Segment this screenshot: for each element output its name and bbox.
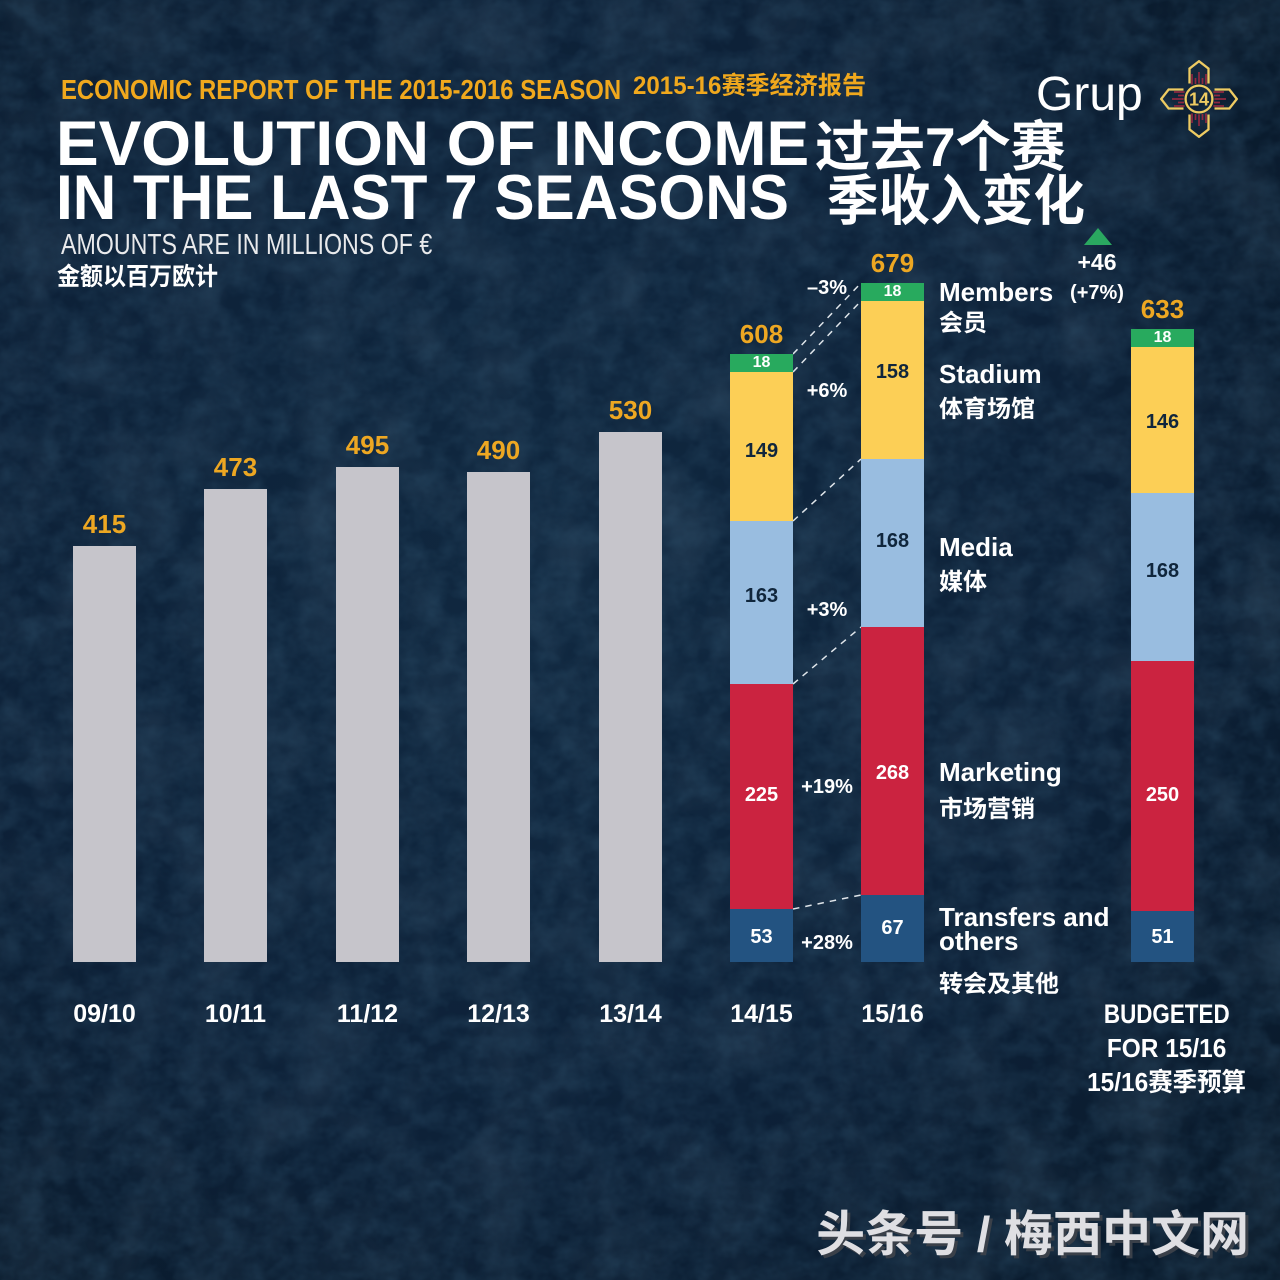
svg-text:14: 14	[1189, 90, 1209, 110]
